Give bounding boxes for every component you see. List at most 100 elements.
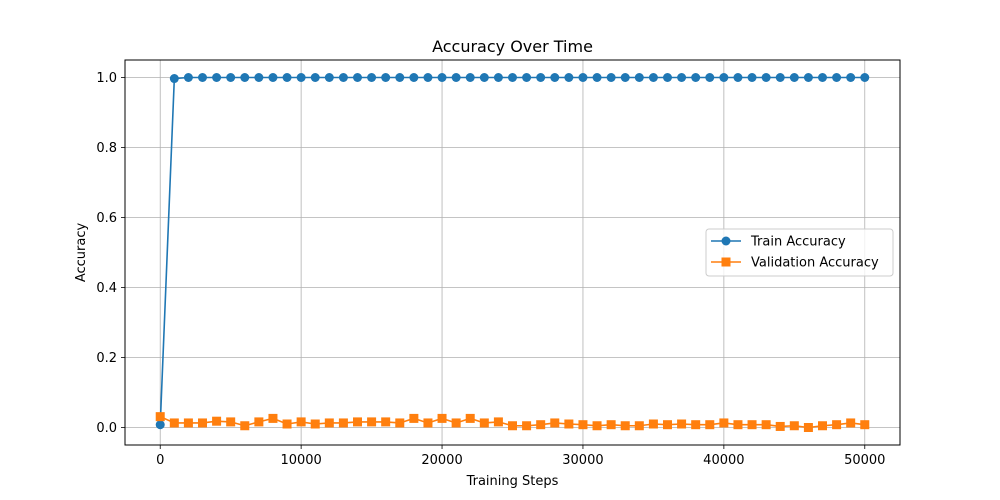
validation-accuracy-point <box>832 420 842 430</box>
grid <box>125 60 900 445</box>
train-accuracy-point <box>353 73 362 82</box>
x-tick-label: 30000 <box>562 453 603 468</box>
series-train-accuracy <box>155 73 870 430</box>
validation-accuracy-point <box>493 417 503 427</box>
validation-accuracy-point <box>761 420 771 430</box>
train-accuracy-point <box>479 73 489 82</box>
train-accuracy-point <box>663 73 672 82</box>
validation-accuracy-point <box>508 421 517 431</box>
x-axis-label: Training Steps <box>466 474 559 489</box>
validation-accuracy-point <box>296 417 306 427</box>
y-tick-label: 1.0 <box>96 71 117 86</box>
train-accuracy-point <box>592 73 602 82</box>
validation-accuracy-point <box>198 418 207 428</box>
train-accuracy-point <box>578 73 588 82</box>
train-accuracy-point <box>648 73 658 82</box>
validation-accuracy-point <box>324 418 334 428</box>
validation-accuracy-point <box>268 413 278 423</box>
validation-accuracy-point <box>479 418 489 428</box>
train-accuracy-point <box>606 73 616 82</box>
validation-accuracy-point <box>747 420 757 430</box>
axis-ticks: 0 10000 20000 30000 40000 50000 0.0 0.2 0.4 0.6 0.… <box>96 71 885 468</box>
train-accuracy-point <box>733 73 743 82</box>
train-accuracy-point <box>832 73 842 82</box>
train-accuracy-point <box>423 73 433 82</box>
validation-accuracy-point <box>789 421 799 431</box>
train-accuracy-point <box>493 73 503 82</box>
validation-accuracy-point <box>691 420 701 430</box>
validation-accuracy-point <box>437 413 447 423</box>
train-accuracy-point <box>522 73 532 82</box>
validation-accuracy-point <box>860 420 870 430</box>
validation-accuracy-point <box>409 413 419 423</box>
train-accuracy-point <box>747 73 757 82</box>
validation-accuracy-point <box>564 419 574 429</box>
train-accuracy-point <box>338 73 348 82</box>
train-accuracy-point <box>198 73 207 82</box>
train-accuracy-point <box>212 73 222 82</box>
legend-train-marker <box>721 236 731 246</box>
validation-accuracy-point <box>423 418 433 428</box>
validation-accuracy-point <box>381 417 391 427</box>
train-accuracy-point <box>310 73 320 82</box>
validation-accuracy-point <box>367 417 377 427</box>
train-accuracy-point <box>677 73 687 82</box>
validation-accuracy-point <box>395 418 405 428</box>
y-tick-label: 0.0 <box>96 421 117 436</box>
validation-accuracy-point <box>818 421 827 431</box>
legend-box <box>705 228 894 277</box>
legend: Train Accuracy Validation Accuracy <box>705 228 894 277</box>
train-accuracy-point <box>254 73 264 82</box>
x-tick-label: 0 <box>156 453 164 468</box>
validation-accuracy-point <box>451 418 461 428</box>
train-accuracy-point <box>282 73 292 82</box>
legend-validation-marker <box>721 257 731 267</box>
train-accuracy-point <box>367 73 377 82</box>
series <box>155 73 870 432</box>
x-tick-label: 10000 <box>280 453 321 468</box>
validation-accuracy-point <box>648 419 658 429</box>
train-accuracy-point <box>775 73 785 82</box>
validation-accuracy-point <box>338 418 348 428</box>
validation-accuracy-point <box>663 420 672 430</box>
validation-accuracy-point <box>226 417 236 427</box>
train-accuracy-point <box>691 73 701 82</box>
validation-accuracy-point <box>634 421 644 431</box>
x-tick-label: 40000 <box>703 453 744 468</box>
validation-accuracy-point <box>620 421 630 431</box>
validation-accuracy-point <box>606 420 616 430</box>
train-accuracy-point <box>437 73 447 82</box>
train-accuracy-point <box>240 73 250 82</box>
y-tick-label: 0.4 <box>96 281 117 296</box>
train-accuracy-point <box>789 73 799 82</box>
validation-accuracy-point <box>310 419 320 429</box>
validation-accuracy-point <box>254 417 264 427</box>
validation-accuracy-point <box>282 419 292 429</box>
train-accuracy-point <box>818 73 827 82</box>
train-accuracy-point <box>705 73 715 82</box>
train-accuracy-point <box>409 73 419 82</box>
validation-accuracy-point <box>592 421 602 431</box>
validation-accuracy-point <box>353 417 362 427</box>
train-accuracy-point <box>846 73 856 82</box>
validation-accuracy-point <box>803 423 813 432</box>
train-accuracy-point <box>803 73 813 82</box>
train-accuracy-point <box>395 73 405 82</box>
validation-accuracy-point <box>522 421 532 431</box>
validation-accuracy-point <box>578 420 588 430</box>
train-accuracy-point <box>381 73 391 82</box>
train-accuracy-point <box>169 74 179 84</box>
y-tick-label: 0.6 <box>96 211 117 226</box>
train-accuracy-point <box>226 73 236 82</box>
validation-accuracy-point <box>240 421 250 431</box>
train-accuracy-point <box>268 73 278 82</box>
train-accuracy-point <box>451 73 461 82</box>
validation-accuracy-point <box>169 418 179 428</box>
x-tick-label: 20000 <box>421 453 462 468</box>
validation-accuracy-point <box>550 418 560 428</box>
validation-accuracy-point <box>705 420 715 430</box>
validation-accuracy-point <box>465 413 475 423</box>
train-accuracy-point <box>564 73 574 82</box>
validation-accuracy-point <box>155 412 165 422</box>
